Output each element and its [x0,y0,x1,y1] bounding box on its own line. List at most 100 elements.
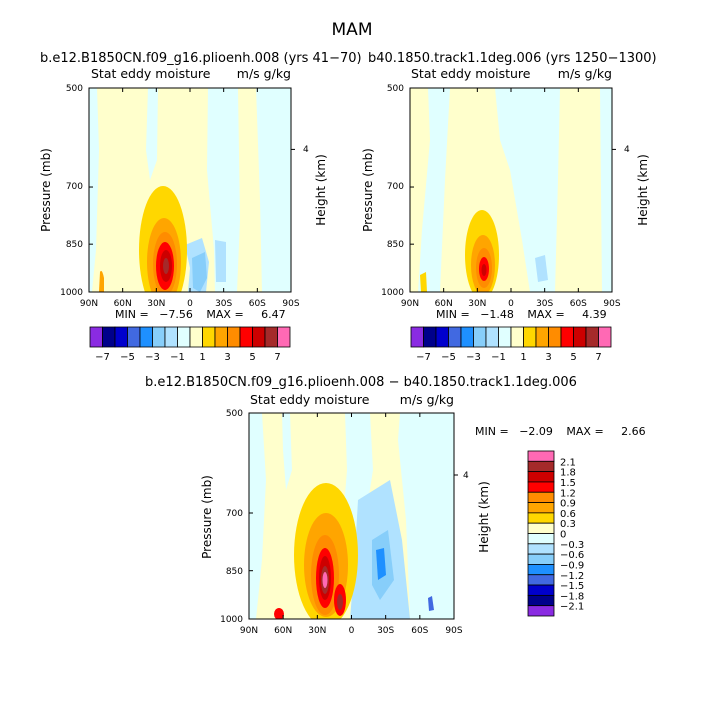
left-xtick-label: 0 [187,299,193,309]
diff-colorbar-label: 1.2 [560,488,576,499]
right-colorbar-box [435,326,449,348]
left-colorbar-box [264,326,278,348]
diff-ytick-850: 850 [226,567,243,577]
right-colorbar-box [523,326,537,348]
right-ytick-850: 850 [387,240,404,250]
right-colorbar-label: 5 [570,352,576,363]
diff-colorbar-box [527,481,555,493]
diff-colorbar-label: −2.1 [560,602,584,613]
diff-colorbar-label: −0.9 [560,560,584,571]
left-colorbar-label: 5 [249,352,255,363]
right-contour-field [410,88,612,292]
left-colorbar-box [164,326,178,348]
right-max-label: MAX = [527,308,564,321]
left-colorbar-box [189,326,203,348]
diff-colorbar-box [527,574,555,586]
right-xtick-label: 90N [401,299,419,309]
right-right-tick: 4 [624,145,630,155]
left-colorbar-box [114,326,128,348]
diff-panel-units: m/s g/kg [400,392,454,407]
left-right-tick: 4 [303,145,309,155]
diff-colorbar-label: −1.2 [560,571,584,582]
left-colorbar-label: −5 [120,352,135,363]
left-xtick-label: 90N [80,299,98,309]
diff-min-label: MIN = [475,425,509,438]
right-colorbar-box [473,326,487,348]
diff-colorbar-label: −1.5 [560,581,584,592]
left-min-label: MIN = [115,308,149,321]
left-panel-subtitle: Stat eddy moisture [91,66,211,81]
right-colorbar-box [598,326,612,348]
right-ytick-700: 700 [387,182,404,192]
diff-xtick-label: 0 [349,626,355,636]
diff-max-label: MAX = [566,425,603,438]
left-ytick-500: 500 [66,84,83,94]
left-colorbar-box [102,326,116,348]
right-xtick-label: 60N [435,299,453,309]
left-xtick-label: 90S [282,299,299,309]
diff-right-tick: 4 [463,471,469,481]
left-colorbar-box [139,326,153,348]
left-min-value: −7.56 [159,308,193,321]
diff-xtick-label: 90N [240,626,258,636]
diff-right-axis-label: Height (km) [477,481,491,552]
diff-colorbar-box [527,460,555,473]
diff-colorbar-label: −0.3 [560,540,584,551]
right-colorbar-box [423,326,437,348]
diff-xtick-label: 60N [274,626,292,636]
right-colorbar-box [460,326,474,348]
diff-colorbar-box [527,450,555,462]
diff-xtick-label: 30N [308,626,326,636]
left-colorbar-label: −3 [145,352,160,363]
right-xtick-label: 90S [603,299,620,309]
left-colorbar-box [214,326,228,348]
right-colorbar-box [485,326,499,348]
left-colorbar-label: 7 [274,352,280,363]
right-panel: b40.1850.track1.1deg.006 (yrs 1250−1300)… [361,51,657,321]
left-max-label: MAX = [206,308,243,321]
diff-xtick-label: 30S [377,626,394,636]
diff-xtick-label: 60S [411,626,428,636]
right-colorbar-label: 1 [520,352,526,363]
axis-ticks-and-colorbars: 90N 60N 30N 0 30S 60S 90S 90N 60N 30N 0 30S 60S 90S 90… [80,87,621,636]
diff-ytick-1000: 1000 [220,615,243,625]
diff-ytick-700: 700 [226,509,243,519]
left-max-value: 6.47 [261,308,286,321]
right-ytick-1000: 1000 [381,288,404,298]
diff-xtick-label: 90S [445,626,462,636]
right-colorbar-box [510,326,524,348]
right-right-axis-label: Height (km) [636,154,650,225]
figure-title: MAM [332,20,373,40]
diff-colorbar-box [527,533,555,545]
diff-colorbar-box [527,491,555,503]
left-contour-field [89,88,291,292]
left-colorbar-box [152,326,166,348]
right-ytick-500: 500 [387,84,404,94]
right-minmax: MIN = −1.48 MAX = 4.39 [436,308,607,321]
left-colorbar-label: 1 [199,352,205,363]
right-colorbar-label: 3 [545,352,551,363]
diff-colorbar-box [527,543,555,555]
right-xtick-label: 30S [536,299,553,309]
left-colorbar-box [227,326,241,348]
right-yaxis-label: Pressure (mb) [361,148,375,232]
right-xtick-label: 0 [508,299,514,309]
diff-colorbar-label: 1.8 [560,468,576,479]
diff-colorbar-box [527,512,555,524]
right-colorbar-label: −1 [491,352,506,363]
right-xtick-label: 30N [468,299,486,309]
left-panel-title: b.e12.B1850CN.f09_g16.plioenh.008 (yrs 4… [40,51,362,66]
right-colorbar-box [498,326,512,348]
left-xtick-label: 60S [249,299,266,309]
right-colorbar-box [585,326,599,348]
right-max-value: 4.39 [582,308,607,321]
diff-ytick-500: 500 [226,409,243,419]
left-xtick-label: 60N [114,299,132,309]
right-panel-units: m/s g/kg [558,66,612,81]
left-xtick-label: 30S [215,299,232,309]
diff-colorbar-label: 0.9 [560,499,576,510]
left-panel-units: m/s g/kg [237,66,291,81]
right-colorbar-box [573,326,587,348]
diff-colorbar-box [527,522,555,534]
left-yaxis-label: Pressure (mb) [39,148,53,232]
